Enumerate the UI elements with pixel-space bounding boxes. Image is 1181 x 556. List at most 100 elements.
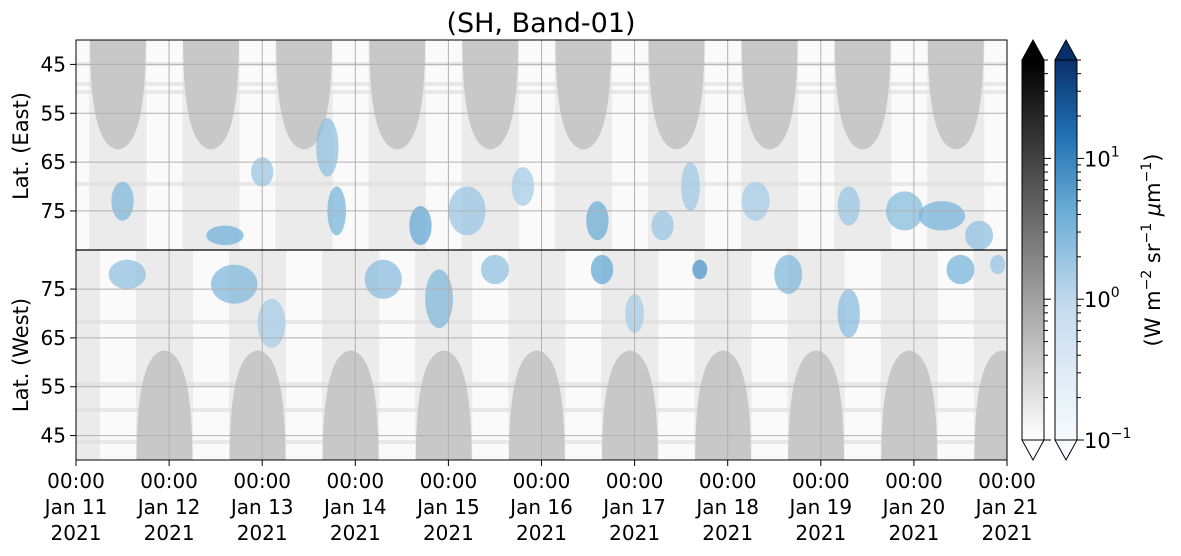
x-tick-label-line: 2021 (982, 521, 1033, 545)
colorbar-label: (W m−2 sr−1 μm−1) (1139, 154, 1165, 347)
x-tick-label-line: 00:00 (699, 469, 757, 493)
x-tick-label-line: Jan 14 (322, 495, 387, 519)
emission-blob (965, 220, 994, 250)
emission-blob (586, 201, 609, 241)
y-axis-ticks: 45 55 65 75 75 65 55 45 (41, 52, 76, 448)
illum-band-east (518, 40, 555, 250)
colorbar-tick-base: 10 (1084, 288, 1111, 312)
no-data-region-east (834, 40, 891, 150)
x-tick-label: 00:00 Jan 14 2021 (322, 469, 387, 545)
no-data-region-east (462, 40, 519, 150)
x-tick-label-line: 00:00 (326, 469, 384, 493)
no-data-region-east (183, 40, 239, 150)
illum-band-west (472, 250, 509, 460)
no-data-region-west (974, 350, 1007, 460)
x-tick-label-line: 2021 (51, 521, 102, 545)
x-tick-label: 00:00 Jan 11 2021 (43, 469, 108, 545)
illum-band-west (658, 250, 695, 460)
plot-area (75, 39, 1008, 461)
no-data-region-east (276, 40, 333, 150)
grid-lines (76, 40, 1007, 460)
x-tick-label-line: 00:00 (792, 469, 850, 493)
x-tick-label-line: 2021 (795, 521, 846, 545)
x-tick-label-line: 00:00 (978, 469, 1036, 493)
chart-title: (SH, Band-01) (446, 8, 635, 39)
illum-band-west (844, 250, 881, 460)
no-data-region-east (89, 40, 146, 150)
illum-band-east (984, 40, 1007, 250)
x-tick-label-line: Jan 16 (508, 495, 573, 519)
no-data-region-west (881, 350, 938, 460)
illum-band-east (239, 40, 276, 250)
emission-blob (681, 162, 700, 211)
emission-blob (480, 254, 509, 285)
illum-band-east (798, 40, 835, 250)
emission-blob (651, 210, 674, 241)
illum-band-east (611, 40, 648, 250)
x-tick-label-line: Jan 13 (229, 495, 294, 519)
emission-blob (425, 269, 454, 329)
x-tick-label-line: 00:00 (47, 469, 105, 493)
no-data-region-west (788, 350, 845, 460)
no-data-regions (89, 40, 1007, 460)
no-data-region-east (741, 40, 798, 150)
no-data-region-west (602, 350, 658, 460)
no-data-region-west (695, 350, 751, 460)
x-tick-label-line: 00:00 (233, 469, 291, 493)
x-tick-label: 00:00 Jan 12 2021 (136, 469, 201, 545)
no-data-region-east (927, 40, 984, 150)
x-tick-label-line: Jan 21 (974, 495, 1039, 519)
no-data-region-east (648, 40, 705, 150)
emission-blob (364, 259, 402, 299)
x-tick-label-line: 00:00 (140, 469, 198, 493)
emission-blob (316, 118, 339, 177)
x-tick-label-line: 2021 (237, 521, 288, 545)
y-tick-label-west: 55 (41, 375, 66, 399)
no-data-region-west (136, 350, 193, 460)
colorbar-tick-label: 101 (1084, 144, 1120, 171)
colorbar-grey (1021, 38, 1045, 462)
x-tick-label-line: 2021 (423, 521, 474, 545)
colorbar-tick-base: 10 (1084, 147, 1111, 171)
x-tick-label-line: 2021 (516, 521, 567, 545)
emission-blob (511, 166, 535, 207)
emission-blob (108, 259, 146, 290)
x-tick-label: 00:00 Jan 17 2021 (601, 469, 666, 545)
y-tick-label-east: 65 (41, 150, 66, 174)
colorbar-blue-extend-max (1054, 38, 1078, 61)
x-tick-label-line: 00:00 (885, 469, 943, 493)
emission-blob (774, 254, 803, 294)
x-tick-label-line: 00:00 (606, 469, 664, 493)
emission-blob (946, 254, 975, 285)
colorbar-blue-extend-min (1054, 439, 1078, 462)
illum-band-west (565, 250, 602, 460)
no-data-region-east (369, 40, 426, 150)
colorbar-grey-extend-max (1021, 38, 1045, 61)
illum-band-east (146, 40, 183, 250)
emission-blob (990, 254, 1006, 275)
emission-blob (210, 264, 258, 304)
illum-band-west (937, 250, 974, 460)
ylabel-east: Lat. (East) (9, 92, 33, 200)
no-data-region-west (229, 350, 286, 460)
x-tick-label-line: 2021 (144, 521, 195, 545)
colorbar-tick-label: 10−1 (1084, 426, 1131, 453)
illum-band-west (286, 250, 323, 460)
emission-blob (257, 298, 286, 348)
x-tick-label-line: Jan 11 (43, 495, 108, 519)
x-tick-label-line: 2021 (888, 521, 939, 545)
emission-blob (837, 186, 860, 226)
emission-blob (409, 206, 432, 246)
no-data-region-west (415, 350, 472, 460)
emission-blob (590, 254, 614, 285)
x-tick-label-line: 00:00 (513, 469, 571, 493)
emission-blob (111, 181, 134, 221)
emission-blob (741, 181, 770, 221)
colorbar-blue (1054, 38, 1078, 462)
x-tick-label: 00:00 Jan 19 2021 (787, 469, 852, 545)
x-tick-label-line: Jan 19 (787, 495, 852, 519)
y-tick-label-west: 65 (41, 326, 66, 350)
